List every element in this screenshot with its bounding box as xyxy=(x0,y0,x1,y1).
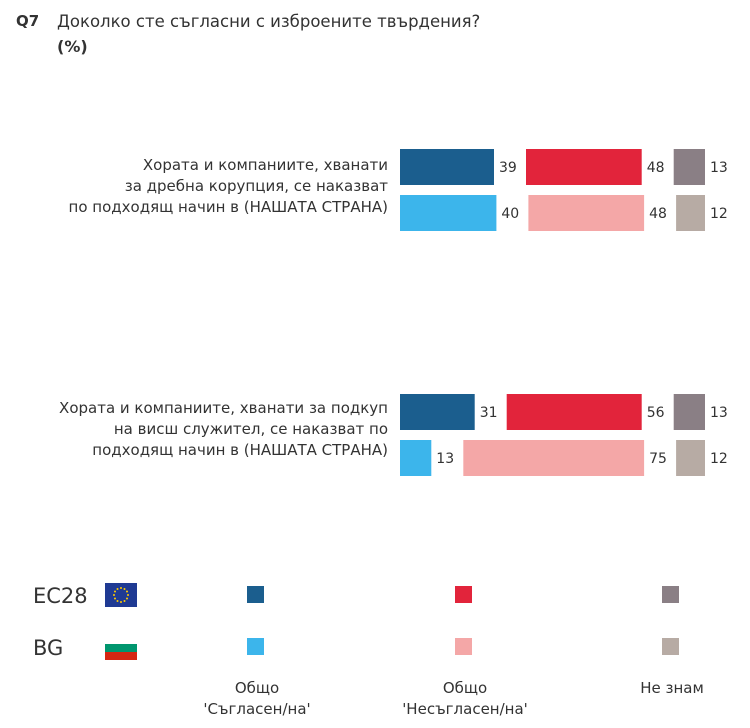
bar-bg-disagree-2 xyxy=(463,440,645,476)
category-label-line: подходящ начин в (НАШАТА СТРАНА) xyxy=(92,441,388,459)
bar-value-label: 48 xyxy=(649,206,667,222)
category-label-line: за дребна корупция, се наказват xyxy=(124,177,388,195)
legend-category-line: 'Несъгласен/на' xyxy=(402,700,528,718)
bar-ec28-disagree-1 xyxy=(526,149,642,185)
legend-category-agree: Общо 'Съгласен/на' xyxy=(167,678,347,720)
legend-category-disagree: Общо 'Несъгласен/на' xyxy=(375,678,555,720)
bar-bg-agree-1 xyxy=(400,195,497,231)
bar-bg-dontknow-1 xyxy=(676,195,705,231)
bar-bg-agree-2 xyxy=(400,440,432,476)
bar-chart: 39 48 13 31 56 13 40 48 12 13 75 12 xyxy=(400,149,728,476)
legend-category-line: Общо xyxy=(442,679,488,697)
legend-swatch-bg-agree xyxy=(247,638,264,655)
category-label-line: Хората и компаниите, хванати за подкуп xyxy=(59,399,388,417)
legend-category-dontknow: Не знам xyxy=(582,678,750,699)
bar-bg-disagree-1 xyxy=(528,195,645,231)
eu-flag-icon xyxy=(105,583,137,607)
bar-value-label: 39 xyxy=(499,160,517,176)
question-text: Доколко сте съгласни с изброените твърде… xyxy=(57,12,481,31)
bar-value-label: 13 xyxy=(436,451,454,467)
legend-swatch-eu-dontknow xyxy=(662,586,679,603)
bar-ec28-agree-1 xyxy=(400,149,494,185)
bg-flag-icon xyxy=(105,636,137,660)
legend-swatch-eu-agree xyxy=(247,586,264,603)
bar-value-label: 75 xyxy=(649,451,667,467)
bar-ec28-disagree-2 xyxy=(506,394,642,430)
legend-category-line: 'Съгласен/на' xyxy=(203,700,311,718)
bar-bg-dontknow-2 xyxy=(676,440,705,476)
bar-ec28-dontknow-2 xyxy=(673,394,705,430)
legend-label-eu: ЕС28 xyxy=(33,584,88,608)
category-label-line: на висш служител, се наказват по xyxy=(113,420,388,438)
legend-category-line: Общо xyxy=(234,679,280,697)
question-number: Q7 xyxy=(16,12,40,30)
legend-category-line: Не знам xyxy=(640,679,704,697)
bar-value-label: 48 xyxy=(647,160,665,176)
category-label-2: Хората и компаниите, хванати за подкуп н… xyxy=(59,398,388,461)
category-label-1: Хората и компаниите, хванати за дребна к… xyxy=(69,155,388,218)
bar-ec28-agree-2 xyxy=(400,394,475,430)
bar-value-label: 13 xyxy=(710,160,728,176)
legend-label-bg: BG xyxy=(33,636,64,660)
question-unit: (%) xyxy=(57,37,88,56)
bar-ec28-dontknow-1 xyxy=(673,149,705,185)
legend-swatch-eu-disagree xyxy=(455,586,472,603)
category-label-line: по подходящ начин в (НАШАТА СТРАНА) xyxy=(68,198,388,216)
bar-value-label: 12 xyxy=(710,206,728,222)
legend-swatch-bg-disagree xyxy=(455,638,472,655)
bar-value-label: 40 xyxy=(501,206,519,222)
bar-value-label: 13 xyxy=(710,405,728,421)
bar-value-label: 56 xyxy=(647,405,665,421)
bar-value-label: 12 xyxy=(710,451,728,467)
category-label-line: Хората и компаниите, хванати xyxy=(142,156,388,174)
bar-value-label: 31 xyxy=(480,405,498,421)
legend-swatch-bg-dontknow xyxy=(662,638,679,655)
